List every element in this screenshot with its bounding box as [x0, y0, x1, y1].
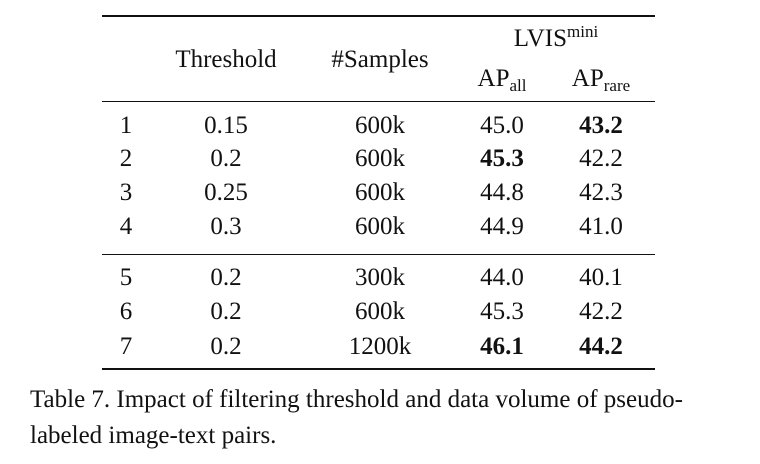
cell-ap-all: 46.1 [480, 333, 524, 360]
header-ap-rare-sub: rare [603, 76, 631, 95]
bottom-rule [102, 368, 655, 370]
header-ap-all-base: AP [477, 65, 510, 92]
cell-idx: 3 [119, 179, 133, 206]
cell-samples: 600k [355, 298, 405, 325]
cell-samples: 600k [355, 112, 405, 139]
cell-threshold: 0.15 [204, 112, 248, 139]
cell-ap-all: 44.8 [480, 179, 524, 206]
header-samples: #Samples [331, 46, 429, 73]
cell-ap-all: 45.0 [480, 112, 524, 139]
header-ap-rare-base: AP [571, 65, 604, 92]
cell-idx: 1 [119, 112, 133, 139]
cell-samples: 600k [355, 145, 405, 172]
cell-threshold: 0.2 [210, 333, 242, 360]
cell-idx: 7 [119, 333, 133, 360]
header-lvis-sup: mini [567, 22, 599, 41]
header-lvis-mini: LVISmini [513, 22, 599, 54]
cell-threshold: 0.3 [210, 213, 242, 240]
cell-ap-all: 44.9 [480, 213, 524, 240]
cell-samples: 600k [355, 179, 405, 206]
cell-threshold: 0.25 [204, 179, 248, 206]
top-rule [102, 15, 655, 17]
cell-idx: 5 [119, 264, 133, 291]
cell-samples: 1200k [348, 333, 412, 360]
table-caption: Table 7. Impact of filtering threshold a… [30, 386, 683, 449]
cell-threshold: 0.2 [210, 264, 242, 291]
header-ap-all: APall [478, 64, 527, 94]
header-threshold: Threshold [175, 46, 277, 73]
cell-ap-all: 45.3 [480, 298, 524, 325]
header-lvis-base: LVIS [513, 25, 568, 52]
cell-idx: 2 [119, 145, 133, 172]
cell-ap-rare: 43.2 [579, 112, 623, 139]
cell-ap-all: 45.3 [480, 145, 524, 172]
cell-ap-rare: 41.0 [579, 213, 623, 240]
cell-samples: 300k [355, 264, 405, 291]
header-rule [102, 101, 655, 102]
header-ap-all-sub: all [509, 76, 527, 95]
cell-ap-rare: 42.2 [579, 298, 623, 325]
cell-ap-all: 44.0 [480, 264, 524, 291]
cell-ap-rare: 44.2 [579, 333, 623, 360]
cell-threshold: 0.2 [210, 145, 242, 172]
header-ap-rare: APrare [572, 64, 630, 94]
cell-idx: 6 [119, 298, 133, 325]
group-rule [102, 254, 655, 255]
cell-samples: 600k [355, 213, 405, 240]
cell-threshold: 0.2 [210, 298, 242, 325]
cell-ap-rare: 40.1 [579, 264, 623, 291]
cell-idx: 4 [119, 213, 133, 240]
cell-ap-rare: 42.3 [579, 179, 623, 206]
cell-ap-rare: 42.2 [579, 145, 623, 172]
